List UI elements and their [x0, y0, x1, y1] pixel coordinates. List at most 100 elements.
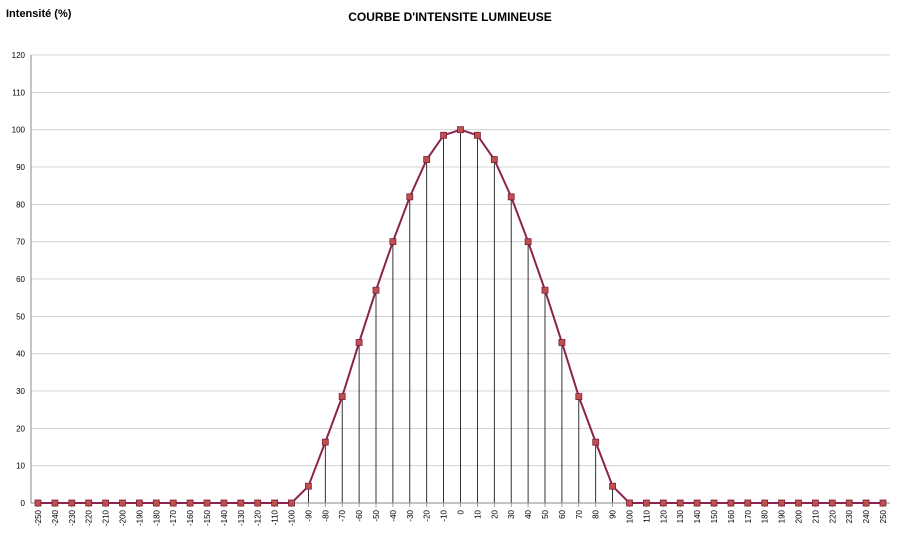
data-point [338, 393, 346, 401]
x-tick-label: 170 [744, 509, 753, 523]
data-point [727, 499, 735, 507]
data-point [203, 499, 211, 507]
data-point [85, 499, 93, 507]
y-tick-label: 0 [21, 499, 26, 508]
x-tick-label: 100 [626, 509, 635, 523]
x-tick-label: -60 [355, 509, 364, 521]
data-point [609, 482, 616, 490]
y-tick-label: 70 [16, 238, 25, 247]
data-point [271, 499, 279, 507]
x-tick-label: -50 [372, 509, 381, 521]
x-tick-label: -110 [271, 509, 280, 525]
data-point [761, 499, 769, 507]
x-tick-label: -230 [68, 509, 77, 526]
y-tick-label: 100 [12, 126, 26, 135]
x-tick-label: -20 [423, 509, 432, 521]
chart-title: COURBE D'INTENSITE LUMINEUSE [348, 10, 552, 24]
x-tick-label: 30 [507, 509, 516, 518]
x-tick-label: -160 [186, 509, 195, 526]
x-tick-label: -250 [34, 509, 43, 526]
x-tick-label: 20 [490, 509, 499, 518]
data-point [135, 499, 143, 507]
data-point [558, 339, 566, 346]
x-tick-label: -130 [237, 509, 246, 526]
data-point [845, 499, 853, 507]
data-point [457, 126, 464, 134]
x-tick-label: -190 [135, 509, 144, 526]
data-point [778, 499, 785, 507]
x-tick-label: -140 [220, 509, 229, 526]
x-tick-label: 230 [845, 509, 854, 523]
x-tick-label: 160 [727, 509, 736, 523]
x-tick-label: 10 [473, 509, 482, 518]
data-point [862, 499, 870, 507]
data-point [626, 499, 633, 507]
x-tick-label: 200 [795, 509, 804, 523]
x-tick-label: 90 [609, 509, 618, 518]
data-point [676, 499, 684, 507]
data-point [68, 499, 76, 507]
data-point [575, 393, 583, 401]
series-markers [34, 126, 887, 507]
x-tick-label: 70 [575, 509, 584, 518]
data-point [169, 499, 177, 507]
drop-lines [307, 129, 613, 503]
data-point [490, 156, 498, 163]
data-point [288, 499, 295, 507]
data-point [254, 499, 262, 507]
data-point [507, 193, 515, 201]
data-point [524, 238, 532, 246]
x-tick-label: 210 [811, 509, 820, 523]
y-tick-label: 20 [16, 424, 25, 433]
x-tick-label: 130 [676, 509, 685, 523]
x-tick-label: -170 [169, 509, 178, 526]
x-tick-label: 80 [592, 509, 601, 518]
data-point [321, 438, 329, 446]
data-point [423, 156, 431, 163]
data-point [592, 438, 600, 446]
data-point [119, 499, 126, 507]
x-tick-label: 240 [862, 509, 871, 523]
data-point [693, 499, 701, 507]
data-point [879, 499, 887, 507]
y-tick-label: 30 [16, 387, 25, 396]
y-tick-label: 110 [12, 88, 25, 97]
y-tick-label: 60 [16, 275, 25, 284]
x-tick-label: 60 [558, 509, 567, 518]
x-tick-label: 110 [642, 509, 651, 522]
y-tick-label: 90 [16, 163, 25, 172]
x-tick-labels: -250 -240 -230 -220 -210 -200 -190 -180 -170 -160… [34, 509, 888, 526]
x-tick-label: 50 [541, 509, 550, 518]
data-point [237, 499, 245, 507]
x-tick-label: 140 [693, 509, 702, 523]
y-tick-label: 10 [16, 462, 25, 471]
x-tick-label: -180 [152, 509, 161, 526]
data-point [186, 499, 194, 507]
data-point [102, 499, 109, 507]
data-point [355, 339, 363, 346]
x-tick-label: -120 [254, 509, 263, 526]
x-tick-label: 190 [778, 509, 787, 523]
y-tick-label: 40 [16, 350, 25, 359]
x-tick-label: 40 [524, 509, 533, 518]
data-point [372, 286, 380, 294]
data-point [220, 499, 228, 507]
data-point [152, 499, 160, 507]
data-point [304, 482, 312, 490]
data-point [828, 499, 836, 507]
x-tick-label: 120 [659, 509, 668, 523]
data-point [541, 286, 549, 294]
x-tick-label: -220 [85, 509, 94, 526]
data-point [389, 238, 397, 246]
data-point [795, 499, 802, 507]
data-point [51, 499, 59, 507]
x-tick-label: -240 [51, 509, 60, 526]
x-tick-label: 220 [828, 509, 837, 523]
x-tick-label: -210 [102, 509, 111, 526]
x-tick-label: 150 [710, 509, 719, 523]
data-point [744, 499, 752, 507]
data-point [643, 499, 650, 507]
x-tick-label: -40 [389, 509, 398, 521]
x-tick-label: -70 [338, 509, 347, 521]
